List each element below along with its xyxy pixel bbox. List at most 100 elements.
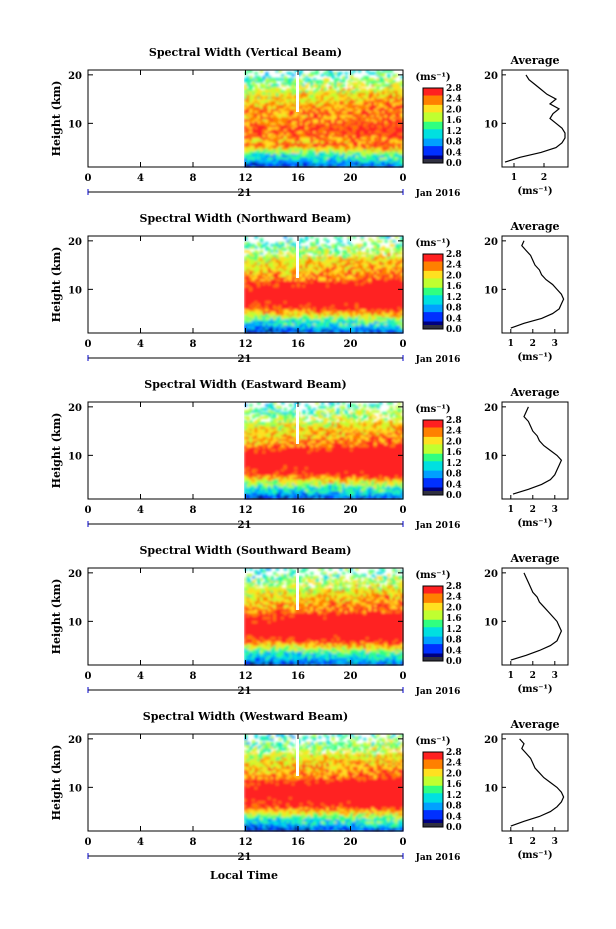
colorbar-tick: 1.2 xyxy=(446,791,462,801)
average-x-tick: 1 xyxy=(511,173,517,183)
colorbar-tick: 2.8 xyxy=(446,582,462,592)
day-label: 21 xyxy=(238,686,252,697)
date-label: Jan 2016 xyxy=(415,853,461,863)
colorbar-tick: 0.4 xyxy=(446,148,462,158)
day-label: 21 xyxy=(238,852,252,863)
y-axis-label: Height (km) xyxy=(50,247,63,323)
x-tick-label: 0 xyxy=(85,837,92,848)
colorbar-tick: 0.0 xyxy=(446,325,462,335)
panel-title: Spectral Width (Eastward Beam) xyxy=(144,378,346,391)
average-title: Average xyxy=(509,220,559,233)
average-unit: (ms⁻¹) xyxy=(517,186,552,197)
average-x-tick: 1 xyxy=(508,505,514,515)
average-title: Average xyxy=(509,718,559,731)
colorbar xyxy=(422,751,444,828)
colorbar-unit: (ms⁻¹) xyxy=(415,570,450,581)
x-tick-label: 20 xyxy=(344,173,358,184)
colorbar-tick: 2.4 xyxy=(446,593,462,603)
colorbar-tick: 1.2 xyxy=(446,625,462,635)
average-y-tick: 20 xyxy=(484,735,498,746)
average-x-tick: 3 xyxy=(552,837,558,847)
y-tick-label: 20 xyxy=(68,735,82,746)
colorbar-tick: 0.8 xyxy=(446,470,462,480)
x-tick-label: 0 xyxy=(400,339,407,350)
y-axis-label: Height (km) xyxy=(50,413,63,489)
colorbar-tick: 1.6 xyxy=(446,282,462,292)
average-unit: (ms⁻¹) xyxy=(517,352,552,363)
colorbar xyxy=(422,419,444,496)
heatmap-cells xyxy=(244,568,404,666)
average-y-tick: 10 xyxy=(484,617,498,628)
x-tick-label: 16 xyxy=(291,339,305,350)
colorbar-tick: 2.8 xyxy=(446,416,462,426)
average-profile-line xyxy=(510,572,563,661)
panel-title: Spectral Width (Northward Beam) xyxy=(140,212,352,225)
colorbar-tick: 0.8 xyxy=(446,636,462,646)
x-tick-label: 4 xyxy=(137,339,144,350)
y-tick-label: 10 xyxy=(68,119,82,130)
colorbar-unit: (ms⁻¹) xyxy=(415,404,450,415)
average-x-tick: 2 xyxy=(530,505,536,515)
average-y-tick: 10 xyxy=(484,285,498,296)
x-tick-label: 16 xyxy=(291,173,305,184)
x-tick-label: 4 xyxy=(137,505,144,516)
x-tick-label: 12 xyxy=(239,339,253,350)
colorbar-tick: 0.4 xyxy=(446,480,462,490)
colorbar-tick: 1.6 xyxy=(446,614,462,624)
average-frame xyxy=(501,401,569,500)
average-y-tick: 20 xyxy=(484,403,498,414)
heatmap-cells xyxy=(244,236,404,334)
x-tick-label: 8 xyxy=(190,339,197,350)
x-tick-label: 20 xyxy=(344,837,358,848)
x-tick-label: 20 xyxy=(344,671,358,682)
colorbar-tick: 1.6 xyxy=(446,780,462,790)
panel-3: Spectral Width (Eastward Beam)2010Height… xyxy=(50,378,569,531)
average-x-tick: 2 xyxy=(530,339,536,349)
y-tick-label: 10 xyxy=(68,617,82,628)
colorbar-tick: 2.8 xyxy=(446,84,462,94)
average-unit: (ms⁻¹) xyxy=(517,684,552,695)
colorbar-tick: 2.4 xyxy=(446,759,462,769)
colorbar-tick: 2.8 xyxy=(446,250,462,260)
x-tick-label: 16 xyxy=(291,671,305,682)
average-x-tick: 2 xyxy=(530,837,536,847)
colorbar-tick: 0.4 xyxy=(446,646,462,656)
colorbar-tick: 0.4 xyxy=(446,314,462,324)
colorbar-tick: 2.0 xyxy=(446,603,462,613)
colorbar-tick: 2.0 xyxy=(446,769,462,779)
day-label: 21 xyxy=(238,354,252,365)
y-tick-label: 20 xyxy=(68,569,82,580)
average-y-tick: 10 xyxy=(484,783,498,794)
x-tick-label: 0 xyxy=(85,173,92,184)
colorbar-tick: 0.8 xyxy=(446,802,462,812)
y-tick-label: 20 xyxy=(68,403,82,414)
average-profile-line xyxy=(504,74,566,163)
average-x-tick: 3 xyxy=(552,339,558,349)
colorbar xyxy=(422,585,444,662)
heatmap-cells xyxy=(244,734,404,832)
heatmap-cells xyxy=(244,402,404,500)
panel-5: Spectral Width (Westward Beam)2010Height… xyxy=(50,710,569,863)
colorbar-tick: 1.2 xyxy=(446,293,462,303)
x-tick-label: 4 xyxy=(137,837,144,848)
panel-title: Spectral Width (Vertical Beam) xyxy=(149,46,342,59)
x-tick-label: 12 xyxy=(239,671,253,682)
colorbar-tick: 2.8 xyxy=(446,748,462,758)
x-tick-label: 0 xyxy=(85,671,92,682)
date-label: Jan 2016 xyxy=(415,687,461,697)
colorbar-tick: 0.0 xyxy=(446,657,462,667)
average-unit: (ms⁻¹) xyxy=(517,518,552,529)
x-axis-title: Local Time xyxy=(210,869,278,882)
average-frame xyxy=(501,235,569,334)
x-tick-label: 4 xyxy=(137,671,144,682)
panel-4: Spectral Width (Southward Beam)2010Heigh… xyxy=(50,544,569,697)
colorbar-tick: 0.8 xyxy=(446,304,462,314)
x-tick-label: 8 xyxy=(190,505,197,516)
x-tick-label: 20 xyxy=(344,505,358,516)
average-title: Average xyxy=(509,386,559,399)
date-label: Jan 2016 xyxy=(415,189,461,199)
average-title: Average xyxy=(509,552,559,565)
y-tick-label: 20 xyxy=(68,237,82,248)
day-label: 21 xyxy=(238,188,252,199)
average-x-tick: 2 xyxy=(541,173,547,183)
